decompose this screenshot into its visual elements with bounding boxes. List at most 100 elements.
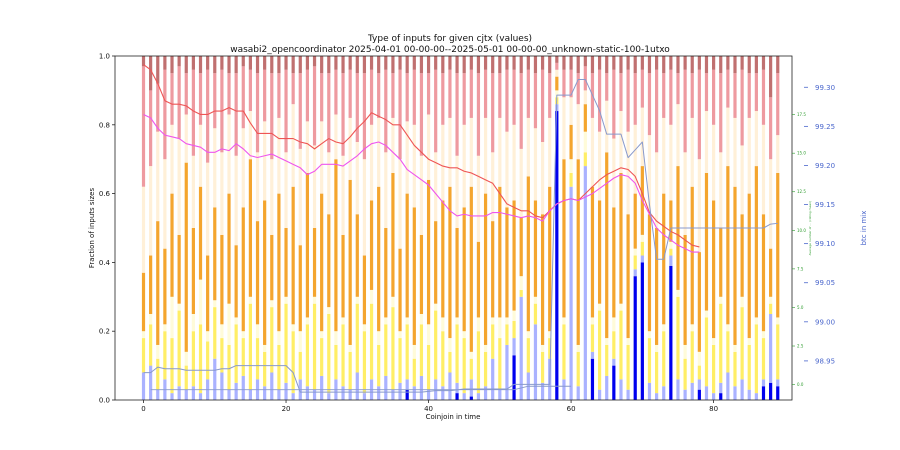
bar-segment-19-1 xyxy=(277,389,281,400)
bar-segment-43-4 xyxy=(448,186,452,339)
bar-segment-56-1 xyxy=(540,382,545,400)
bar-segment-56-2 xyxy=(540,351,545,383)
bar-segment-30-6 xyxy=(355,73,359,142)
bar-segment-60-4 xyxy=(569,124,573,160)
bar-segment-69-6 xyxy=(633,73,637,125)
bar-segment-66-5 xyxy=(612,138,616,208)
bar-segment-59-5 xyxy=(562,97,566,160)
bar-segment-39-6 xyxy=(419,73,424,156)
bar-segment-31-6 xyxy=(362,73,367,160)
bar-segment-57-7 xyxy=(548,56,552,74)
bar-segment-0-4 xyxy=(141,272,146,332)
bar-segment-7-5 xyxy=(191,155,195,228)
bar-segment-12-3 xyxy=(227,303,231,345)
bar-segment-55-3 xyxy=(533,296,538,304)
bar-segment-60-7 xyxy=(569,56,573,70)
bar-segment-34-5 xyxy=(384,152,388,228)
bar-segment-69-1 xyxy=(633,269,637,277)
bar-segment-37-4 xyxy=(405,193,409,318)
bar-segment-82-1 xyxy=(726,372,730,400)
bar-segment-59-6 xyxy=(562,69,566,98)
right-axis-label: btc in mix xyxy=(860,211,868,246)
bar-segment-5-4 xyxy=(177,234,181,304)
bar-segment-71-7 xyxy=(647,56,652,74)
bar-segment-55-4 xyxy=(533,200,538,297)
bar-segment-72-3 xyxy=(655,344,659,352)
bar-segment-63-1 xyxy=(590,351,595,359)
bar-segment-48-2 xyxy=(483,351,488,387)
bar-segment-74-4 xyxy=(669,200,673,242)
bar-segment-84-3 xyxy=(740,296,744,308)
bar-segment-74-6 xyxy=(669,69,673,125)
bar-segment-62-7 xyxy=(583,56,587,67)
bar-segment-68-1 xyxy=(626,389,630,400)
bar-segment-78-3 xyxy=(697,351,701,366)
lines-layer xyxy=(143,64,778,393)
bar-segment-26-4 xyxy=(327,214,331,308)
bar-segment-50-2 xyxy=(498,338,502,390)
bar-segment-64-6 xyxy=(597,69,602,132)
bar-segment-86-1 xyxy=(754,393,758,400)
bar-segment-4-2 xyxy=(170,338,174,394)
bar-segment-67-3 xyxy=(619,303,623,311)
bar-segment-40-4 xyxy=(426,179,431,325)
bar-segment-36-5 xyxy=(398,159,402,249)
bar-segment-27-3 xyxy=(334,331,338,345)
bar-segment-6-3 xyxy=(184,351,188,366)
bar-segment-17-1 xyxy=(263,386,267,400)
bar-segment-15-3 xyxy=(248,296,252,304)
bar-segment-4-1 xyxy=(170,393,174,400)
bar-segment-29-7 xyxy=(348,56,352,70)
bar-segment-22-6 xyxy=(298,73,302,149)
bar-segment-67-4 xyxy=(619,172,623,304)
bar-segment-78-7 xyxy=(697,56,701,70)
bar-segment-88-4 xyxy=(769,248,773,297)
bar-segment-8-3 xyxy=(198,279,203,325)
bar-segment-43-7 xyxy=(448,56,452,70)
bar-segment-1-5 xyxy=(149,166,153,256)
right-tick-label-5: 99.20 xyxy=(815,162,835,170)
bar-segment-27-4 xyxy=(334,159,338,332)
bar-segment-24-4 xyxy=(312,228,317,297)
bar-segment-41-6 xyxy=(434,69,438,153)
x-tick-label-4: 80 xyxy=(709,405,718,413)
bar-segment-74-2 xyxy=(669,248,673,256)
bar-segment-28-2 xyxy=(341,324,345,387)
bar-segment-40-5 xyxy=(426,114,431,180)
bar-segment-10-2 xyxy=(213,307,217,359)
y-tick-label-1: 0.2 xyxy=(99,328,110,336)
bar-segment-25-1 xyxy=(320,375,324,400)
bar-segment-52-2 xyxy=(512,320,516,339)
bar-segment-51-2 xyxy=(505,324,509,345)
bar-segment-88-3 xyxy=(769,296,773,304)
bar-segment-17-4 xyxy=(263,200,267,345)
bar-segment-30-3 xyxy=(355,296,359,304)
bar-segment-24-5 xyxy=(312,145,317,228)
avg-red-line xyxy=(143,64,700,248)
bar-segment-18-6 xyxy=(270,73,274,160)
bar-segment-87-7 xyxy=(761,56,766,70)
right-tick-label-4: 99.15 xyxy=(815,201,835,209)
bar-segment-42-7 xyxy=(441,56,445,74)
bar-segment-17-7 xyxy=(263,56,267,70)
bar-segment-59-4 xyxy=(562,159,566,318)
bar-segment-29-4 xyxy=(348,179,352,345)
bar-segment-13-7 xyxy=(234,56,238,74)
bar-segment-76-3 xyxy=(683,344,687,359)
bar-segment-7-6 xyxy=(191,69,195,156)
bar-segment-86-3 xyxy=(754,317,758,325)
bar-segment-28-6 xyxy=(341,73,345,156)
bar-segment-50-3 xyxy=(498,317,502,339)
bar-segment-77-3 xyxy=(690,324,694,332)
bar-segment-18-7 xyxy=(270,56,274,74)
bar-segment-2-6 xyxy=(156,83,160,132)
bar-segment-76-7 xyxy=(683,56,687,70)
bar-segment-49-3 xyxy=(491,317,495,325)
y-axis-label: Fraction of inputs sizes xyxy=(88,188,96,269)
bar-segment-76-1 xyxy=(683,389,687,400)
bar-segment-51-4 xyxy=(505,207,509,318)
bar-segment-62-4 xyxy=(583,104,587,132)
right-axis: 98.95 99.00 99.05 99.10 99.15 99.20 99.25 99.30 xyxy=(804,84,835,365)
bar-segment-36-1 xyxy=(398,382,402,400)
bar-segment-51-6 xyxy=(505,69,509,132)
